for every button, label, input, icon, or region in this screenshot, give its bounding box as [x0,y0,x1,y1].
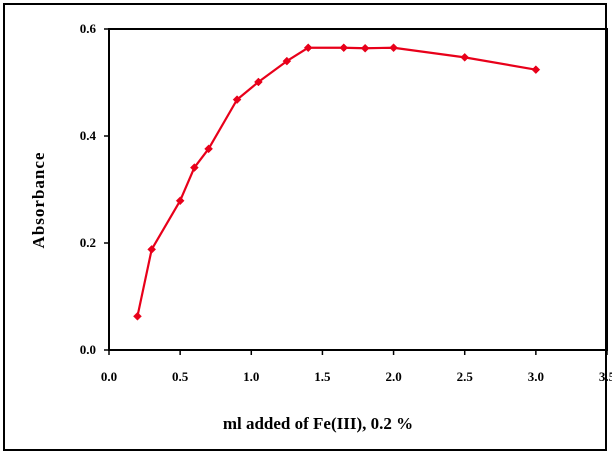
data-point [204,144,213,154]
x-tick-label: 0.0 [101,369,117,384]
data-point [254,77,263,87]
data-point [339,43,349,53]
x-tick-label: 3.0 [528,369,544,384]
y-axis-title: Absorbance [29,152,48,249]
x-tick-label: 2.5 [457,369,474,384]
plot-area-border [108,28,608,351]
chart-marks [133,43,541,321]
y-tick-label: 0.0 [80,342,96,357]
x-tick-label: 3.5 [599,369,612,384]
x-tick-label: 1.0 [243,369,259,384]
data-point [360,43,370,53]
y-tick-label: 0.4 [80,128,97,143]
data-point [232,95,242,104]
x-tick-label: 1.5 [314,369,331,384]
data-point [282,56,292,66]
x-axis-title: ml added of Fe(III), 0.2 % [223,414,413,433]
data-point [190,163,199,172]
data-point [389,43,398,53]
y-tick-label: 0.6 [80,21,97,36]
chart-axes: 0.0 0.5 1.0 1.5 2.0 2.5 3.0 3.5 0.0 0.2 0.4 0.6 [80,21,612,384]
series-line [136,46,537,317]
x-tick-label: 0.5 [172,369,189,384]
data-point [133,311,142,321]
y-tick-label: 0.2 [80,235,96,250]
data-point [531,65,541,75]
data-point [175,196,185,206]
data-point [303,43,313,53]
x-tick-label: 2.0 [385,369,401,384]
data-point [147,245,157,254]
data-point [460,53,470,62]
